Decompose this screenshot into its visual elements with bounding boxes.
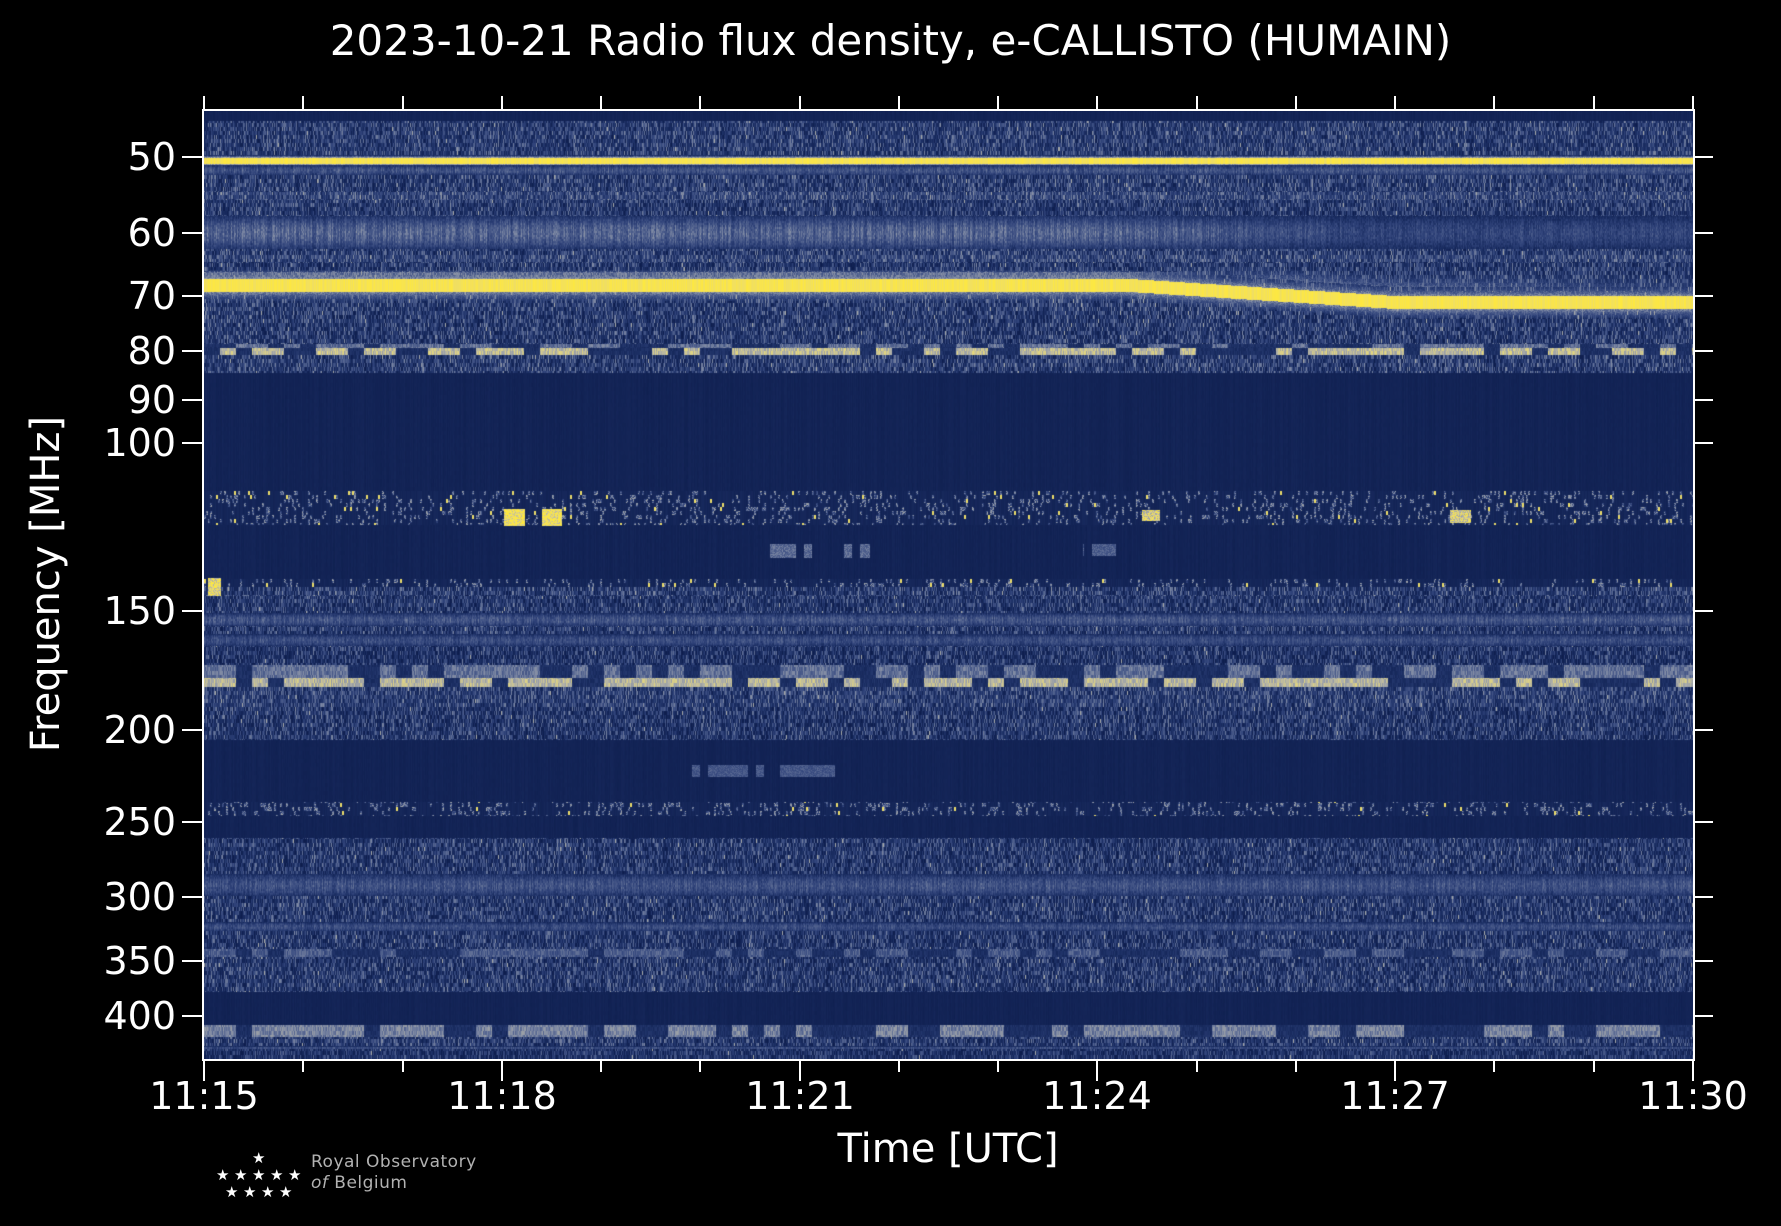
y-right-tick [1695, 350, 1713, 352]
y-right-tick [1695, 399, 1713, 401]
y-right-tick [1695, 295, 1713, 297]
y-left-tick [182, 295, 202, 297]
x-axis-label: Time [UTC] [837, 1126, 1059, 1172]
x-minor-tick [997, 1061, 999, 1072]
y-left-tick [182, 156, 202, 158]
logo-line2-of: of [311, 1173, 329, 1193]
x-top-tick [997, 96, 999, 109]
x-top-tick [402, 96, 404, 109]
y-left-tick [182, 442, 202, 444]
y-right-tick [1695, 232, 1713, 234]
spectrogram-canvas [204, 111, 1693, 1059]
y-tick-label: 300 [103, 875, 176, 919]
x-minor-tick [1493, 1061, 1495, 1072]
x-top-tick [1394, 96, 1396, 109]
x-tick-label: 11:15 [149, 1074, 259, 1118]
y-tick-label: 80 [127, 329, 176, 373]
rob-logo-text: Royal Observatory of Belgium [311, 1152, 477, 1194]
y-tick-label: 70 [127, 274, 176, 318]
x-top-tick [1196, 96, 1198, 109]
star-icon: ★ [252, 1166, 266, 1184]
x-major-tick [1692, 1061, 1694, 1081]
y-tick-label: 350 [103, 939, 176, 983]
x-tick-label: 11:30 [1638, 1074, 1748, 1118]
y-right-tick [1695, 610, 1713, 612]
x-major-tick [501, 1061, 503, 1081]
y-tick-label: 400 [103, 994, 176, 1038]
star-icon: ★ [243, 1183, 257, 1201]
star-icon: ★ [225, 1183, 239, 1201]
y-right-tick [1695, 729, 1713, 731]
x-top-tick [1692, 96, 1694, 109]
x-top-tick [799, 96, 801, 109]
chart-title: 2023-10-21 Radio flux density, e-CALLIST… [329, 16, 1452, 65]
x-minor-tick [898, 1061, 900, 1072]
star-icon: ★ [288, 1166, 302, 1184]
x-top-tick [501, 96, 503, 109]
x-major-tick [203, 1061, 205, 1081]
y-left-tick [182, 610, 202, 612]
x-top-tick [1295, 96, 1297, 109]
y-tick-label: 200 [103, 708, 176, 752]
x-minor-tick [302, 1061, 304, 1072]
star-icon: ★ [270, 1166, 284, 1184]
y-left-tick [182, 960, 202, 962]
x-minor-tick [1196, 1061, 1198, 1072]
y-tick-label: 60 [127, 211, 176, 255]
y-left-tick [182, 350, 202, 352]
x-top-tick [1493, 96, 1495, 109]
x-minor-tick [699, 1061, 701, 1072]
star-icon: ★ [216, 1166, 230, 1184]
logo-line2-belgium: Belgium [334, 1173, 408, 1193]
y-tick-label: 90 [127, 378, 176, 422]
x-top-tick [302, 96, 304, 109]
x-minor-tick [600, 1061, 602, 1072]
y-left-tick [182, 729, 202, 731]
y-right-tick [1695, 1015, 1713, 1017]
x-minor-tick [1295, 1061, 1297, 1072]
logo-line1: Royal Observatory [311, 1152, 477, 1172]
star-icon: ★ [279, 1183, 293, 1201]
x-tick-label: 11:27 [1340, 1074, 1450, 1118]
y-right-tick [1695, 896, 1713, 898]
y-tick-label: 250 [103, 800, 176, 844]
y-left-tick [182, 821, 202, 823]
x-top-tick [699, 96, 701, 109]
y-right-tick [1695, 821, 1713, 823]
y-axis-label: Frequency [MHz] [23, 415, 69, 753]
x-top-tick [898, 96, 900, 109]
x-major-tick [1394, 1061, 1396, 1081]
y-left-tick [182, 896, 202, 898]
y-right-tick [1695, 442, 1713, 444]
y-tick-label: 50 [127, 135, 176, 179]
y-left-tick [182, 232, 202, 234]
star-icon: ★ [234, 1166, 248, 1184]
plot-area [202, 109, 1695, 1061]
x-top-tick [600, 96, 602, 109]
x-major-tick [799, 1061, 801, 1081]
y-left-tick [182, 1015, 202, 1017]
y-tick-label: 150 [103, 589, 176, 633]
x-tick-label: 11:24 [1042, 1074, 1152, 1118]
x-minor-tick [1593, 1061, 1595, 1072]
x-top-tick [203, 96, 205, 109]
y-left-tick [182, 399, 202, 401]
star-icon: ★ [261, 1183, 275, 1201]
x-tick-label: 11:21 [745, 1074, 855, 1118]
y-right-tick [1695, 960, 1713, 962]
y-tick-label: 100 [103, 421, 176, 465]
y-right-tick [1695, 156, 1713, 158]
x-top-tick [1593, 96, 1595, 109]
x-top-tick [1096, 96, 1098, 109]
star-icon: ★ [252, 1149, 266, 1167]
x-major-tick [1096, 1061, 1098, 1081]
x-tick-label: 11:18 [447, 1074, 557, 1118]
x-minor-tick [402, 1061, 404, 1072]
